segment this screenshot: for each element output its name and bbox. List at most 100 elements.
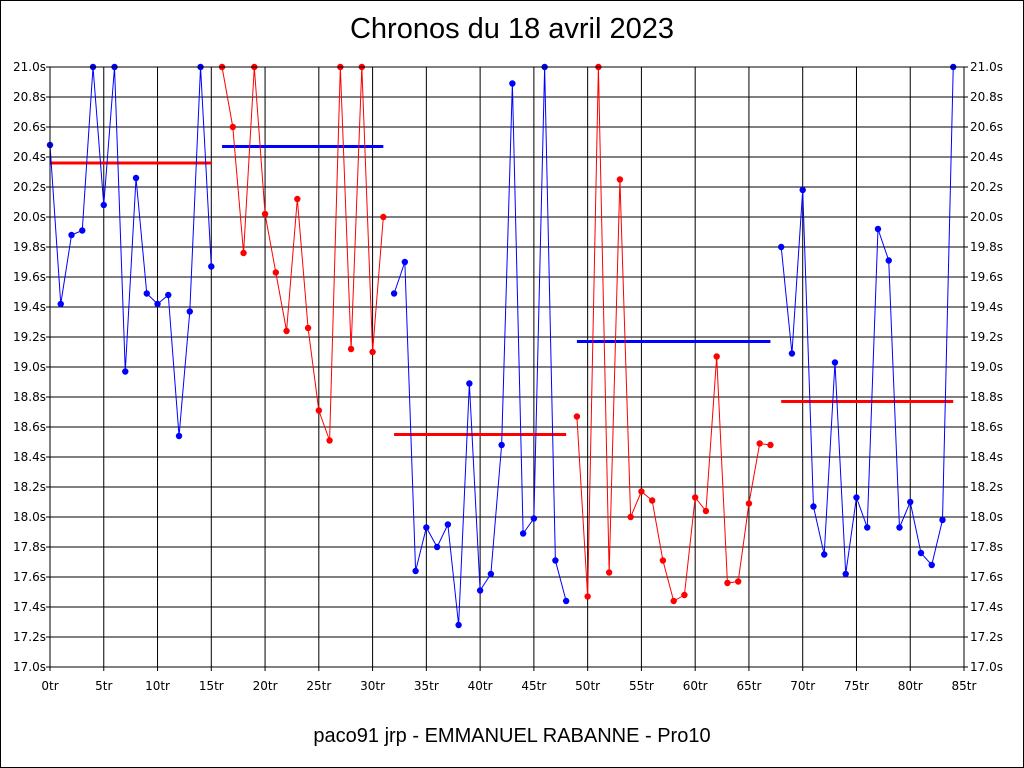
- average-lines: [50, 145, 954, 436]
- tick-labels: 0tr 5tr 10tr 15tr 20tr 25tr 30tr 35tr 40tr 45tr 50…: [13, 60, 1003, 693]
- data-point: [573, 413, 581, 420]
- data-point: [380, 213, 387, 221]
- y-tick-label-left: 20.8s: [13, 90, 46, 104]
- y-tick-label-right: 20.4s: [970, 150, 1003, 164]
- x-tick-label: 15tr: [199, 679, 224, 693]
- data-point: [143, 290, 150, 297]
- data-point: [670, 597, 677, 605]
- y-tick-label-left: 19.2s: [13, 330, 46, 344]
- data-point: [369, 348, 376, 356]
- data-point: [423, 524, 430, 531]
- x-tick-label: 70tr: [790, 679, 815, 693]
- data-point: [853, 494, 860, 501]
- data-point: [584, 593, 591, 600]
- y-tick-label-left: 19.8s: [13, 240, 46, 254]
- data-point: [186, 308, 193, 315]
- y-tick-label-right: 20.0s: [970, 210, 1003, 224]
- data-point: [605, 569, 613, 576]
- data-point: [208, 263, 215, 270]
- data-point: [939, 516, 946, 524]
- data-point: [530, 515, 538, 522]
- y-tick-label-left: 20.6s: [13, 120, 46, 134]
- y-tick-label-left: 18.8s: [13, 390, 46, 404]
- x-tick-label: 0tr: [41, 679, 58, 693]
- x-tick-label: 35tr: [414, 679, 439, 693]
- data-point: [616, 176, 624, 183]
- y-tick-label-left: 19.6s: [13, 270, 46, 284]
- data-point: [498, 441, 505, 449]
- data-point: [864, 524, 871, 531]
- x-tick-label: 10tr: [145, 679, 170, 693]
- y-tick-label-right: 18.2s: [970, 480, 1003, 494]
- data-point: [885, 257, 892, 264]
- grid-lines: [46, 66, 968, 671]
- data-point: [315, 407, 323, 414]
- data-point: [455, 621, 462, 629]
- y-tick-label-right: 18.8s: [970, 390, 1003, 404]
- data-point: [767, 441, 774, 449]
- x-tick-label: 60tr: [683, 679, 708, 693]
- data-point: [326, 437, 333, 444]
- data-point: [562, 597, 570, 605]
- data-point: [466, 380, 473, 387]
- data-point: [487, 570, 495, 578]
- series-line: [221, 66, 384, 441]
- data-point: [638, 488, 645, 495]
- y-tick-label-left: 20.2s: [13, 180, 46, 194]
- data-point: [627, 513, 634, 521]
- y-tick-label-right: 21.0s: [970, 60, 1003, 74]
- series-line: [780, 66, 954, 575]
- y-tick-label-left: 19.0s: [13, 360, 46, 374]
- series-line: [49, 66, 212, 437]
- data-point: [57, 300, 64, 308]
- y-tick-label-left: 21.0s: [13, 60, 46, 74]
- chart-title: Chronos du 18 avril 2023: [349, 13, 675, 45]
- x-tick-label: 80tr: [898, 679, 923, 693]
- y-tick-label-right: 19.6s: [970, 270, 1003, 284]
- x-tick-label: 75tr: [844, 679, 869, 693]
- x-tick-label: 45tr: [521, 679, 546, 693]
- data-point: [648, 497, 656, 504]
- y-tick-label-left: 18.0s: [13, 510, 46, 524]
- data-point: [734, 578, 742, 585]
- x-tick-label: 85tr: [952, 679, 977, 693]
- data-point: [509, 80, 516, 87]
- y-tick-label-right: 19.2s: [970, 330, 1003, 344]
- data-point: [799, 186, 806, 194]
- y-tick-label-right: 17.0s: [970, 660, 1003, 674]
- data-point: [659, 557, 667, 564]
- x-tick-label: 30tr: [360, 679, 385, 693]
- y-tick-label-right: 20.6s: [970, 120, 1003, 134]
- y-tick-label-right: 20.2s: [970, 180, 1003, 194]
- y-tick-label-right: 17.8s: [970, 540, 1003, 554]
- x-tick-label: 65tr: [736, 679, 761, 693]
- series-group: [46, 63, 957, 629]
- y-tick-label-right: 18.6s: [970, 420, 1003, 434]
- data-point: [272, 269, 280, 276]
- data-point: [444, 521, 452, 528]
- y-tick-label-left: 18.6s: [13, 420, 46, 434]
- data-point: [68, 231, 75, 239]
- data-point: [519, 530, 527, 537]
- x-tick-label: 55tr: [629, 679, 654, 693]
- data-point: [745, 500, 753, 507]
- data-point: [412, 567, 419, 575]
- x-tick-label: 40tr: [468, 679, 493, 693]
- y-tick-label-left: 17.6s: [13, 570, 46, 584]
- y-tick-label-right: 18.0s: [970, 510, 1003, 524]
- data-point: [390, 290, 398, 297]
- data-point: [821, 551, 828, 558]
- series-line: [576, 66, 771, 602]
- data-point: [917, 549, 925, 557]
- data-point: [304, 324, 312, 332]
- data-point: [896, 524, 903, 531]
- data-point: [788, 350, 796, 357]
- data-point: [702, 507, 710, 515]
- y-tick-label-right: 17.2s: [970, 630, 1003, 644]
- y-tick-label-left: 18.2s: [13, 480, 46, 494]
- data-point: [132, 174, 140, 182]
- x-tick-label: 20tr: [253, 679, 278, 693]
- y-tick-label-left: 17.0s: [13, 660, 46, 674]
